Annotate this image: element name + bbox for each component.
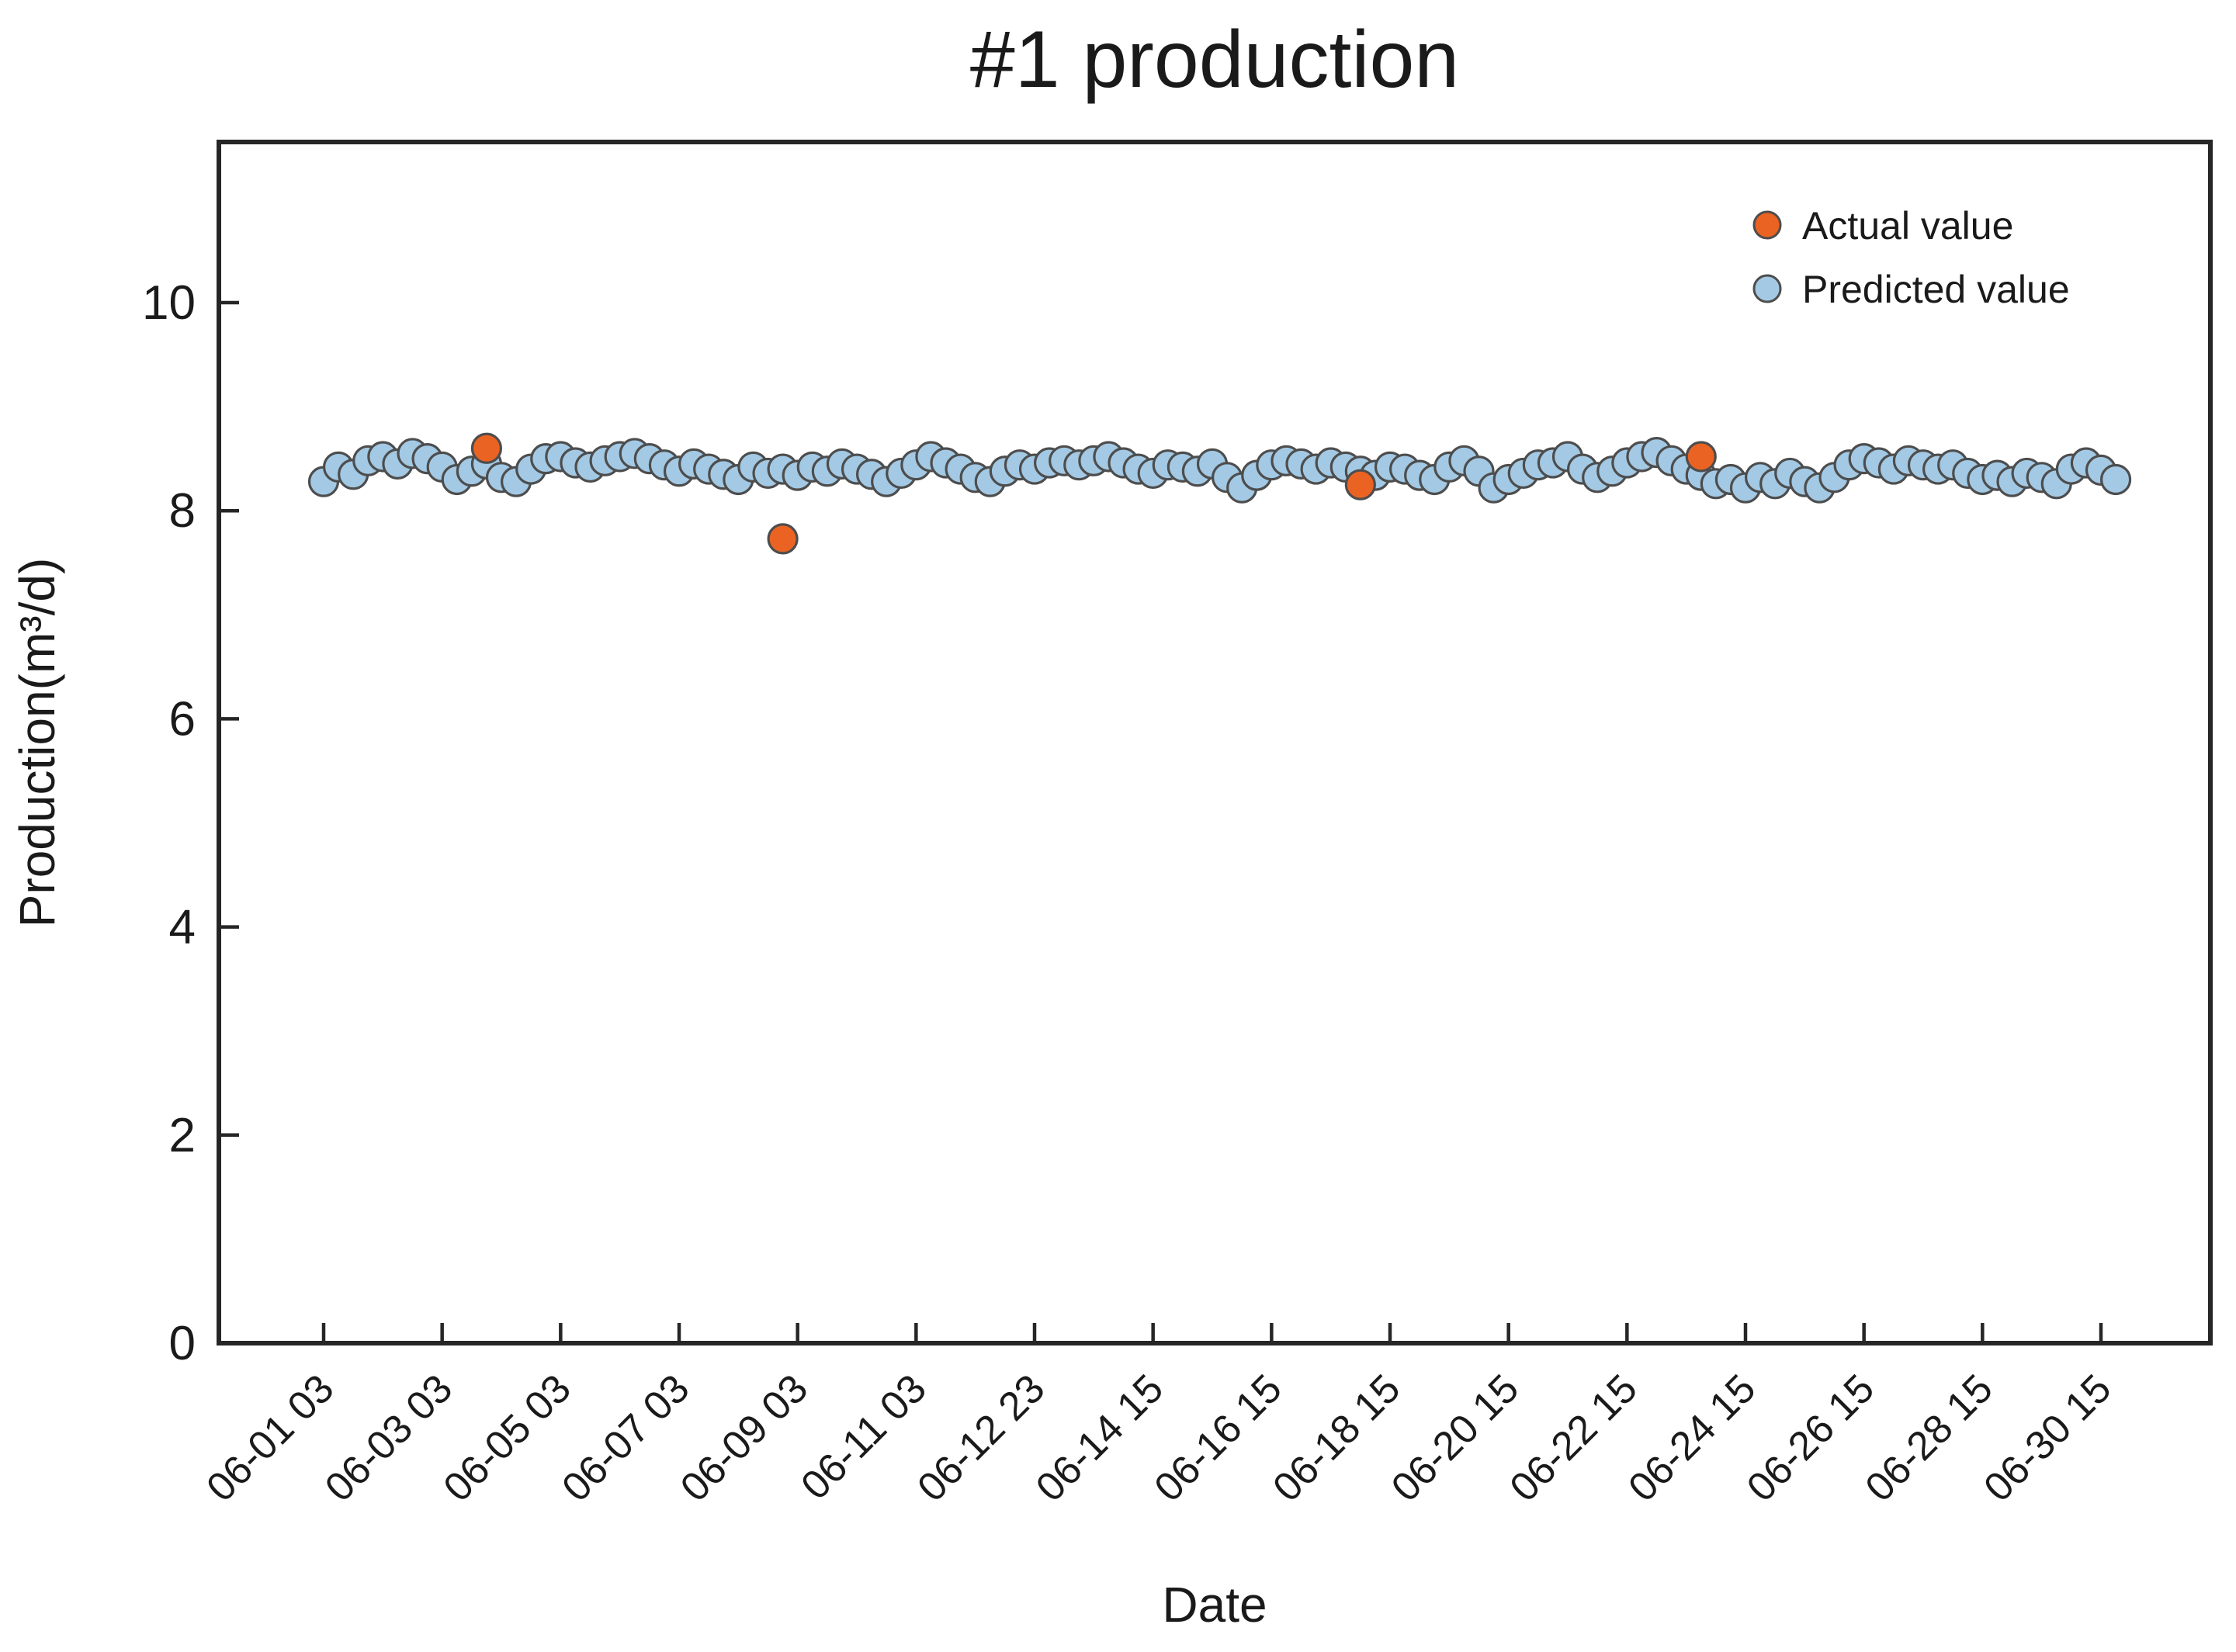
- x-axis-label: Date: [1162, 1577, 1267, 1633]
- actual-points-group: [470, 432, 1717, 555]
- data-point-actual: [1685, 441, 1717, 473]
- x-tick-label: 06-20 15: [1383, 1366, 1527, 1510]
- predicted-points-group: [307, 437, 2132, 504]
- legend-marker-predicted: [1752, 274, 1782, 303]
- y-axis-ticks-group: 0 2 4 6 8 10: [142, 276, 239, 1370]
- x-tick-label: 06-28 15: [1857, 1366, 2002, 1510]
- y-tick-label: 2: [169, 1109, 196, 1162]
- plot-frame-group: [217, 140, 2213, 1345]
- x-tick-label: 06-30 15: [1975, 1366, 2120, 1510]
- y-tick-label: 10: [142, 276, 196, 330]
- data-point-actual: [767, 523, 799, 555]
- x-tick-label: 06-18 15: [1264, 1366, 1409, 1510]
- x-tick-label: 06-09 03: [672, 1366, 816, 1510]
- y-tick-label: 6: [169, 692, 196, 746]
- x-tick-label: 06-16 15: [1146, 1366, 1291, 1510]
- x-tick-label: 06-07 03: [553, 1366, 698, 1510]
- plot-frame: [217, 140, 2213, 1345]
- x-tick-label: 06-24 15: [1620, 1366, 1764, 1510]
- chart-title: #1 production: [970, 15, 1459, 105]
- x-tick-label: 06-12 23: [909, 1366, 1053, 1510]
- legend-label-predicted: Predicted value: [1802, 268, 2070, 311]
- legend: Actual value Predicted value: [1752, 204, 2070, 311]
- x-tick-label: 06-22 15: [1502, 1366, 1646, 1510]
- data-point-actual: [470, 432, 503, 464]
- x-tick-label: 06-05 03: [435, 1366, 580, 1510]
- x-tick-label: 06-01 03: [198, 1366, 342, 1510]
- y-axis-label: Production(m³/d): [9, 558, 65, 928]
- x-tick-label: 06-26 15: [1739, 1366, 1883, 1510]
- y-tick-label: 0: [169, 1317, 196, 1370]
- x-tick-label: 06-03 03: [317, 1366, 461, 1510]
- y-tick-label: 8: [169, 484, 196, 538]
- data-point-actual: [1344, 469, 1376, 500]
- data-point-predicted: [2099, 463, 2132, 496]
- y-tick-label: 4: [169, 901, 196, 954]
- legend-marker-actual: [1752, 210, 1782, 240]
- legend-label-actual: Actual value: [1802, 204, 2013, 248]
- x-tick-label: 06-11 03: [792, 1366, 934, 1508]
- x-tick-label: 06-14 15: [1028, 1366, 1172, 1510]
